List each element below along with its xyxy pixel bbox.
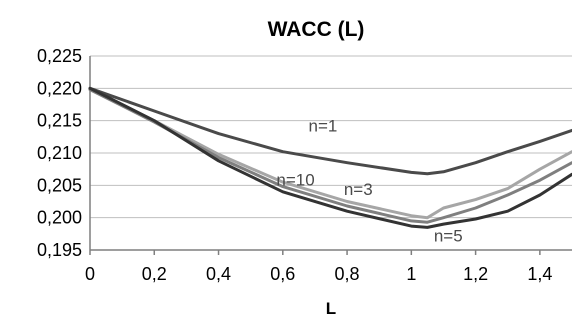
x-tick-label: 0,8 bbox=[335, 264, 360, 284]
y-tick-label: 0,215 bbox=[37, 111, 82, 131]
series-label-n5: n=5 bbox=[434, 227, 463, 246]
gridlines bbox=[90, 55, 572, 219]
series-line-n1 bbox=[88, 86, 572, 176]
x-tick-label: 0,4 bbox=[206, 264, 231, 284]
y-tick-label: 0,200 bbox=[37, 208, 82, 228]
y-tick-label: 0,225 bbox=[37, 46, 82, 66]
y-tick-label: 0,195 bbox=[37, 240, 82, 260]
y-axis-ticks: 0,195 0,200 0,205 0,210 0,215 0,220 0,225 bbox=[37, 46, 82, 260]
chart-title: WACC (L) bbox=[268, 18, 365, 41]
series-line-n10 bbox=[88, 88, 572, 224]
series-label-n10: n=10 bbox=[276, 170, 314, 189]
x-tick-label: 0,2 bbox=[142, 264, 167, 284]
series-line-n5 bbox=[88, 86, 572, 229]
y-tick-label: 0,220 bbox=[37, 78, 82, 98]
x-tick-label: 0,6 bbox=[270, 264, 295, 284]
x-axis-ticks: 0 0,2 0,4 0,6 0,8 1 1,2 1,4 bbox=[85, 250, 552, 284]
series-line-n3 bbox=[88, 86, 572, 220]
x-axis-label: L bbox=[326, 299, 336, 318]
y-tick-label: 0,205 bbox=[37, 175, 82, 195]
x-tick-label: 1,2 bbox=[463, 264, 488, 284]
x-tick-label: 1,4 bbox=[527, 264, 552, 284]
series-lines bbox=[88, 86, 572, 229]
series-annotations: n=1 n=10 n=3 n=5 bbox=[276, 117, 462, 246]
series-label-n3: n=3 bbox=[344, 180, 373, 199]
y-tick-label: 0,210 bbox=[37, 143, 82, 163]
x-tick-label: 0 bbox=[85, 264, 95, 284]
x-tick-label: 1 bbox=[406, 264, 416, 284]
series-label-n1: n=1 bbox=[309, 117, 338, 136]
